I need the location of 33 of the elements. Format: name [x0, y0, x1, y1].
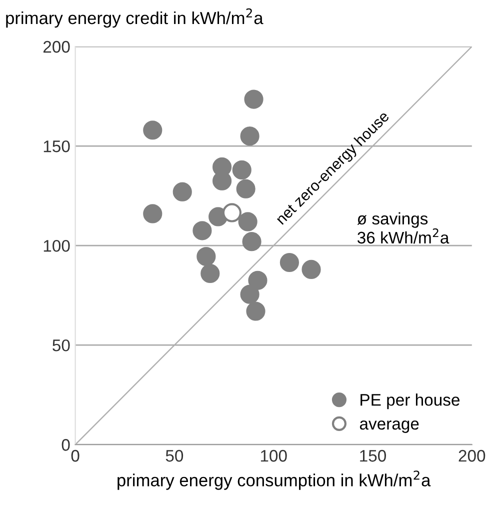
point [246, 302, 266, 321]
legend-label: average [360, 420, 419, 433]
point [222, 203, 242, 222]
x-tick-label: 50 [166, 450, 184, 462]
point [192, 221, 212, 240]
point [143, 204, 162, 224]
y-tick-label: 200 [43, 40, 70, 53]
y-tick-label: 150 [44, 140, 70, 152]
point [302, 260, 321, 280]
y-tick-label: 50 [52, 340, 70, 352]
point [196, 246, 216, 266]
x-tick-label: 200 [458, 450, 486, 462]
y-tick-label: 100 [44, 240, 70, 252]
x-axis-title: primary energy consumption in kWh/m$^{2}$a [118, 470, 431, 490]
point [236, 179, 256, 198]
point [240, 126, 260, 146]
point [172, 182, 192, 202]
point [242, 232, 262, 252]
point [143, 120, 162, 140]
point [280, 252, 300, 272]
point [200, 264, 220, 283]
x-tick-label: 100 [260, 450, 287, 462]
point [244, 90, 264, 109]
annotation: ø savings 36 kWh/m$^{2}$a [357, 212, 450, 244]
point [232, 160, 252, 180]
legend-label: PE per house [360, 394, 460, 410]
y-axis-title: primary energy credit in kWh/m$^{2}$a [6, 8, 264, 28]
point [248, 270, 268, 290]
point [240, 284, 260, 304]
y-tick-label: 0 [62, 439, 70, 451]
point [238, 212, 258, 232]
x-tick-label: 150 [360, 450, 386, 462]
x-tick-label: 0 [71, 450, 80, 462]
